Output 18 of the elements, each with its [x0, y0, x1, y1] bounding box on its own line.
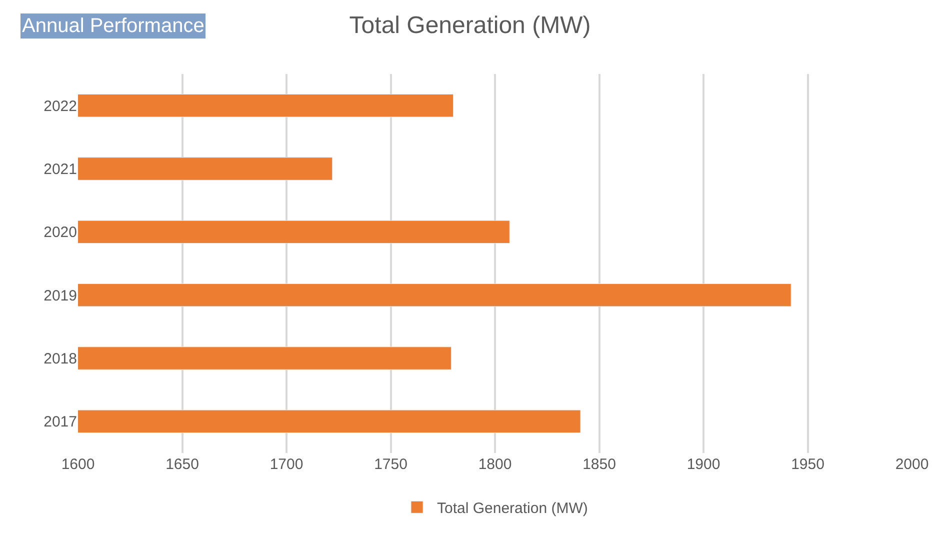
x-tick-label: 1800: [478, 456, 512, 473]
x-tick-label: 1600: [61, 456, 95, 473]
x-tick-label: 1900: [686, 456, 720, 473]
x-tick-label: 1750: [374, 456, 408, 473]
y-tick-label: 2017: [44, 414, 77, 431]
y-tick-label: 2022: [44, 98, 77, 115]
x-tick-label: 1950: [791, 456, 824, 473]
x-tick-label: 1850: [582, 456, 616, 473]
x-tick-label: 2000: [895, 456, 929, 473]
x-tick-label: 1700: [270, 456, 304, 473]
y-tick-label: 2018: [44, 350, 77, 368]
text: Annual Performance: [22, 15, 204, 37]
chart-title: Total Generation (MW): [349, 12, 591, 39]
y-tick-label: 2020: [44, 224, 77, 242]
y-tick-label: 2021: [44, 161, 77, 178]
legend-label: Total Generation (MW): [437, 500, 588, 517]
x-tick-label: 1650: [166, 456, 199, 473]
y-tick-label: 2019: [44, 287, 77, 304]
